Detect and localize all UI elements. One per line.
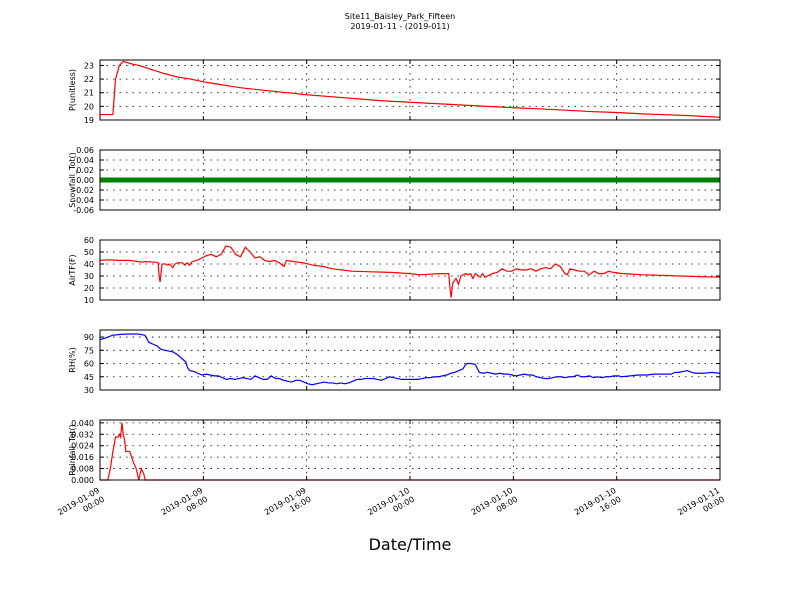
y-tick-label: 0.000 — [71, 476, 94, 485]
y-tick-label: 45 — [84, 373, 94, 382]
chart-subtitle: 2019-01-11 - (2019-011) — [350, 22, 449, 31]
y-tick-label: -0.02 — [73, 186, 94, 195]
panels: 1920212223P(unitless)-0.06-0.04-0.020.00… — [68, 59, 721, 485]
y-tick-label: 40 — [84, 260, 94, 269]
panel-5: 0.000 0.008 0.016 0.024 0.032 0.040Rainfall_T… — [68, 419, 721, 485]
panel-frame — [99, 239, 721, 301]
panel-frame — [99, 149, 721, 211]
y-axis-label: P(unitless) — [68, 69, 77, 111]
y-tick-label: 0.00 — [76, 176, 94, 185]
series-line — [100, 60, 721, 118]
series-line — [99, 245, 721, 298]
y-tick-label: -0.04 — [73, 196, 94, 205]
y-tick-label: -0.06 — [73, 206, 94, 215]
y-tick-label: 60 — [84, 236, 94, 245]
y-tick-label: 20 — [84, 102, 94, 111]
panel-3: 10 20 30 40 50 60 AirTF(F) — [68, 236, 721, 305]
y-tick-label: 90 — [84, 333, 94, 342]
y-tick-label: 0.032 — [71, 430, 94, 439]
chart-title: Site11_Baisley_Park_Fifteen — [345, 12, 455, 21]
y-tick-label: 75 — [84, 346, 94, 355]
y-tick-label: 0.06 — [76, 146, 94, 155]
y-tick-label: 20 — [84, 284, 94, 293]
series-line — [99, 333, 721, 386]
panel-4: 30 45 60 75 90 RH(%) — [68, 329, 721, 395]
series-line — [100, 422, 720, 481]
y-tick-label: 60 — [84, 360, 94, 369]
y-tick-label: 21 — [84, 89, 94, 98]
y-tick-label: 50 — [84, 248, 94, 257]
panel-2: -0.06-0.04-0.020.000.020.040.06Snowfall_… — [68, 146, 721, 215]
y-axis-label: Snowfall_Tot() — [68, 152, 77, 208]
y-axis-label: Rainfall_Tot() — [68, 424, 77, 476]
y-tick-label: 0.008 — [71, 465, 94, 474]
panel-frame — [99, 419, 721, 481]
panel-1: 19 20 21 22 23 P(unitless) — [68, 59, 721, 125]
y-tick-label: 30 — [84, 272, 94, 281]
y-tick-label: 22 — [84, 75, 94, 84]
y-tick-label: 23 — [84, 61, 94, 70]
y-tick-label: 10 — [84, 296, 94, 305]
y-tick-label: 0.02 — [76, 166, 94, 175]
x-axis-label: Date/Time — [369, 535, 452, 554]
y-axis-label: RH(%) — [68, 347, 77, 372]
y-tick-label: 0.016 — [71, 453, 94, 462]
panel-frame — [99, 59, 721, 121]
y-axis-label: AirTF(F) — [68, 254, 77, 285]
y-tick-label: 0.024 — [71, 442, 94, 451]
y-tick-label: 0.040 — [71, 419, 94, 428]
panel-frame — [99, 329, 721, 391]
y-tick-label: 19 — [84, 116, 94, 125]
y-tick-label: 0.04 — [76, 156, 94, 165]
y-tick-label: 30 — [84, 386, 94, 395]
